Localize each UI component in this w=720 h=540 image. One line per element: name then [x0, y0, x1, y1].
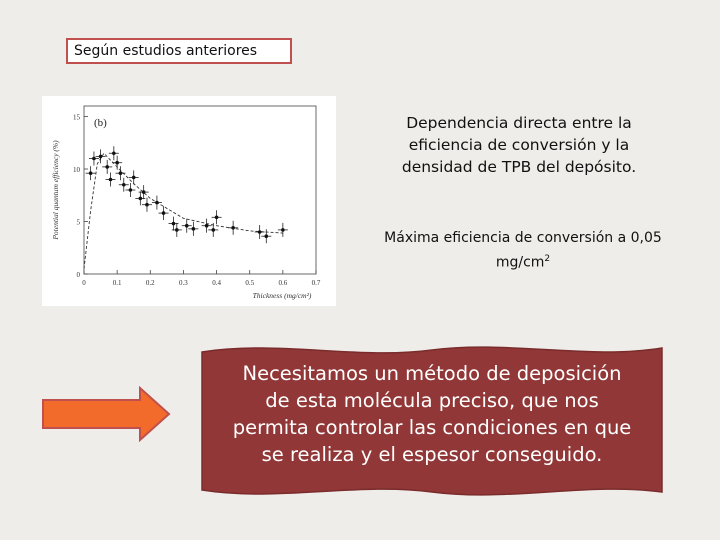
- data-point: [112, 151, 116, 156]
- right-arrow-icon: [42, 386, 171, 442]
- data-point: [211, 228, 216, 232]
- data-point: [105, 165, 109, 169]
- data-point: [231, 226, 235, 230]
- y-tick-label: 15: [73, 114, 81, 122]
- banner-text: Necesitamos un método de deposición de e…: [232, 362, 632, 466]
- max-efficiency-note: Máxima eficiencia de conversión a 0,05 m…: [378, 228, 668, 274]
- data-point: [214, 215, 219, 220]
- y-tick-label: 10: [73, 166, 81, 174]
- data-point: [98, 154, 103, 159]
- efficiency-chart: 0 0.1 0.2 0.3 0.4 0.5 0.6 0.7 0 5 10 15 Thickness (m…: [42, 96, 336, 306]
- x-tick-label: 0.6: [278, 279, 287, 287]
- data-point: [281, 228, 285, 232]
- source-tag: Según estudios anteriores: [66, 38, 292, 64]
- conclusion-banner: Necesitamos un método de deposición de e…: [198, 342, 666, 500]
- y-axis-label: Potential quantum efficiency (%): [51, 140, 60, 241]
- data-point: [145, 202, 149, 207]
- x-axis-label: Thickness (mg/cm²): [253, 291, 312, 300]
- data-point: [108, 177, 113, 182]
- max-efficiency-text: Máxima eficiencia de conversión a 0,05 m…: [384, 230, 662, 271]
- data-point: [121, 182, 126, 187]
- data-point: [155, 200, 159, 205]
- source-tag-label: Según estudios anteriores: [74, 43, 258, 59]
- data-point: [191, 227, 196, 231]
- data-point: [204, 223, 209, 228]
- data-point: [184, 223, 189, 228]
- data-point: [128, 188, 133, 192]
- fit-curve: [83, 152, 283, 269]
- data-point: [175, 228, 179, 232]
- data-point: [138, 196, 143, 201]
- data-point: [92, 156, 96, 161]
- superscript-2: 2: [544, 254, 551, 264]
- data-point: [161, 211, 166, 215]
- x-tick-label: 0.3: [179, 279, 188, 287]
- panel-label: (b): [94, 117, 107, 129]
- x-tick-label: 0.2: [146, 279, 155, 287]
- y-tick-label: 0: [77, 271, 81, 279]
- x-tick-label: 0.7: [312, 279, 321, 287]
- data-point: [171, 221, 176, 226]
- x-tick-label: 0.4: [212, 279, 221, 287]
- x-tick-label: 0.5: [245, 279, 254, 287]
- data-point: [115, 160, 119, 165]
- data-point: [141, 190, 146, 194]
- data-point: [88, 171, 93, 175]
- data-point: [118, 171, 123, 175]
- heading-text: Dependencia directa entre la eficiencia …: [401, 114, 637, 176]
- data-point: [131, 175, 136, 180]
- y-tick-label: 5: [77, 219, 81, 227]
- x-tick-label: 0.1: [113, 279, 122, 287]
- wavy-banner-shape: [201, 346, 663, 496]
- x-tick-label: 0: [82, 279, 86, 287]
- data-point: [264, 234, 269, 238]
- plot-frame: [83, 105, 317, 275]
- data-point: [257, 230, 262, 234]
- chart-svg: 0 0.1 0.2 0.3 0.4 0.5 0.6 0.7 0 5 10 15 Thickness (m…: [51, 105, 321, 300]
